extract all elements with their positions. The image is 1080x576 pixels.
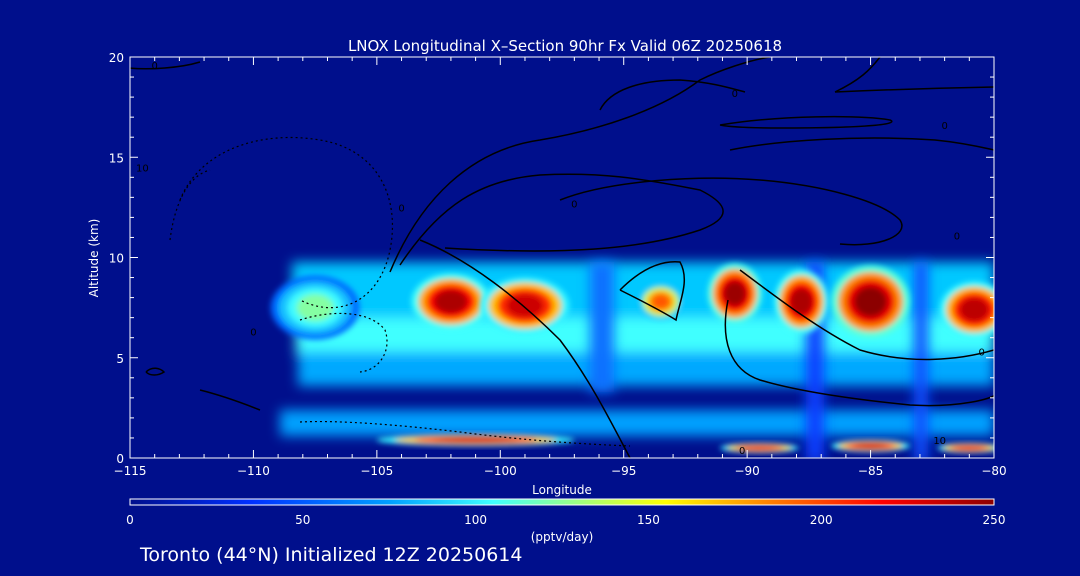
contour-label: 0 <box>732 89 738 100</box>
contour-label: 0 <box>398 203 404 214</box>
plot-background <box>130 57 994 458</box>
colorbar-unit: (pptv/day) <box>531 530 594 544</box>
field-cores <box>270 263 994 453</box>
field-core <box>707 263 762 324</box>
contour-label: 0 <box>978 348 984 359</box>
field-core-shell <box>853 286 888 317</box>
x-tick-label: −100 <box>484 464 517 478</box>
contour-line <box>299 312 388 373</box>
x-tick-label: −80 <box>981 464 1006 478</box>
x-tick-label: −105 <box>360 464 393 478</box>
contour-label: 10 <box>136 163 149 174</box>
contour-line <box>834 57 881 93</box>
x-tick-label: −110 <box>237 464 270 478</box>
field-core <box>831 265 911 338</box>
field-core-shell <box>790 288 813 316</box>
footer-caption: Toronto (44°N) Initialized 12Z 20250614 <box>139 544 523 566</box>
contour-line <box>389 57 771 273</box>
contour-line <box>834 86 994 93</box>
contour-line <box>299 420 631 447</box>
field-core <box>939 281 994 338</box>
y-tick-label: 10 <box>109 252 124 266</box>
contour-line <box>619 261 685 322</box>
field-core <box>480 277 570 334</box>
field-core <box>831 439 911 452</box>
colorbar-tick-label: 150 <box>637 513 660 527</box>
y-tick-label: 20 <box>109 51 124 65</box>
field-core-shell <box>742 445 777 451</box>
contour-line <box>130 61 201 70</box>
colorbar-tick-label: 250 <box>983 513 1006 527</box>
contour-line <box>729 137 994 151</box>
contour-label: 10 <box>933 436 946 447</box>
contour-label: 0 <box>250 328 256 339</box>
plot-area: 0 10 0 0 0 0 0 0 0 0 10 <box>130 57 994 458</box>
contour-label: 0 <box>954 231 960 242</box>
contour-line <box>599 79 746 111</box>
contour-label: 0 <box>571 199 577 210</box>
field-core-shell <box>434 289 468 314</box>
band-low-level <box>280 410 994 436</box>
field-core-shell <box>955 445 983 451</box>
x-tick-label: −95 <box>611 464 636 478</box>
chart-title: LNOX Longitudinal X–Section 90hr Fx Vali… <box>348 37 782 55</box>
contour-line <box>169 169 211 241</box>
band-gap-3 <box>914 262 928 458</box>
colorbar: 0 50 100 150 200 250 (pptv/day) <box>126 498 1005 544</box>
y-tick-label: 15 <box>109 151 124 165</box>
field-core <box>937 442 994 453</box>
x-tick-label: −115 <box>114 464 147 478</box>
contour-line <box>399 173 724 266</box>
y-tick-label: 0 <box>116 452 124 466</box>
band-lower-layer <box>298 352 994 386</box>
contour-line <box>739 269 994 361</box>
colorbar-frame <box>129 498 995 506</box>
colorbar-gradient <box>130 499 994 505</box>
field-core-shell <box>506 293 544 318</box>
contour-lines-dotted <box>169 136 631 447</box>
field-core <box>376 433 575 446</box>
field-core <box>270 275 360 340</box>
colorbar-ticks: 0 50 100 150 200 250 <box>126 513 1005 527</box>
field-core-shell <box>853 443 888 449</box>
colorbar-tick-label: 100 <box>464 513 487 527</box>
contour-label: 0 <box>739 446 745 457</box>
contour-line <box>724 299 994 407</box>
contour-line <box>419 239 631 458</box>
x-tick-label: −85 <box>858 464 883 478</box>
field-core <box>774 269 829 334</box>
contour-label: 0 <box>151 61 157 72</box>
field-core-shell <box>723 280 747 307</box>
field-core-shell <box>434 437 518 443</box>
field-core <box>411 273 491 330</box>
contour-line <box>179 136 394 309</box>
contour-line <box>199 389 261 411</box>
contour-line <box>559 177 903 246</box>
contour-line <box>719 115 893 129</box>
x-axis-label: Longitude <box>532 483 592 497</box>
field-core <box>638 283 683 320</box>
colorbar-tick-label: 200 <box>810 513 833 527</box>
colorbar-tick-label: 0 <box>126 513 134 527</box>
contour-lines <box>130 57 994 458</box>
x-axis: −115 −110 −105 −100 −95 −90 −85 −80 <box>114 57 1007 478</box>
band-gap-1 <box>590 262 614 392</box>
y-tick-label: 5 <box>116 352 124 366</box>
y-axis: 0 5 10 15 20 <box>109 51 994 466</box>
field-core-shell <box>296 294 334 322</box>
x-tick-label: −90 <box>734 464 759 478</box>
contour-label: 0 <box>941 121 947 132</box>
field-core <box>719 442 799 453</box>
field-core-shell <box>959 297 989 322</box>
field-core-shell <box>651 294 671 310</box>
colorbar-tick-label: 50 <box>295 513 310 527</box>
contour-labels: 0 10 0 0 0 0 0 0 0 0 10 <box>136 61 985 457</box>
contour-line <box>145 367 166 376</box>
y-axis-label: Altitude (km) <box>87 219 101 298</box>
